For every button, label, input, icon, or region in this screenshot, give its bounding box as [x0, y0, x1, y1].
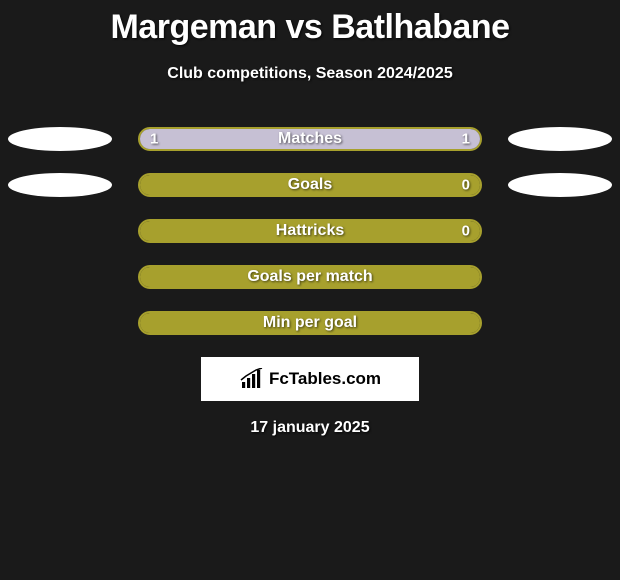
stat-value-right: 1: [462, 131, 470, 148]
stats-container: Matches 1 1 Goals 0 Hattricks 0 Goals per match…: [0, 127, 620, 335]
player-ellipse-right: [508, 173, 612, 197]
stat-bar: Matches 1 1: [138, 127, 482, 151]
stat-row: Matches 1 1: [0, 127, 620, 151]
stat-value-right: 0: [462, 177, 470, 194]
player-ellipse-left: [8, 127, 112, 151]
stat-value-left: 1: [150, 131, 158, 148]
stat-label: Min per goal: [263, 314, 357, 332]
stat-bar: Goals per match: [138, 265, 482, 289]
brand-box: FcTables.com: [201, 357, 419, 401]
stat-label: Hattricks: [276, 222, 344, 240]
player-ellipse-left: [8, 173, 112, 197]
chart-icon: [239, 368, 265, 390]
brand-text: FcTables.com: [269, 369, 381, 389]
subtitle: Club competitions, Season 2024/2025: [0, 65, 620, 83]
stat-value-right: 0: [462, 223, 470, 240]
stat-row: Hattricks 0: [0, 219, 620, 243]
date-text: 17 january 2025: [0, 419, 620, 437]
stat-label: Goals: [288, 176, 332, 194]
stat-label: Matches: [278, 130, 342, 148]
stat-bar: Hattricks 0: [138, 219, 482, 243]
stat-label: Goals per match: [247, 268, 372, 286]
stat-row: Goals per match: [0, 265, 620, 289]
stat-bar: Min per goal: [138, 311, 482, 335]
stat-row: Goals 0: [0, 173, 620, 197]
stat-bar: Goals 0: [138, 173, 482, 197]
page-title: Margeman vs Batlhabane: [0, 0, 620, 47]
player-ellipse-right: [508, 127, 612, 151]
stat-row: Min per goal: [0, 311, 620, 335]
